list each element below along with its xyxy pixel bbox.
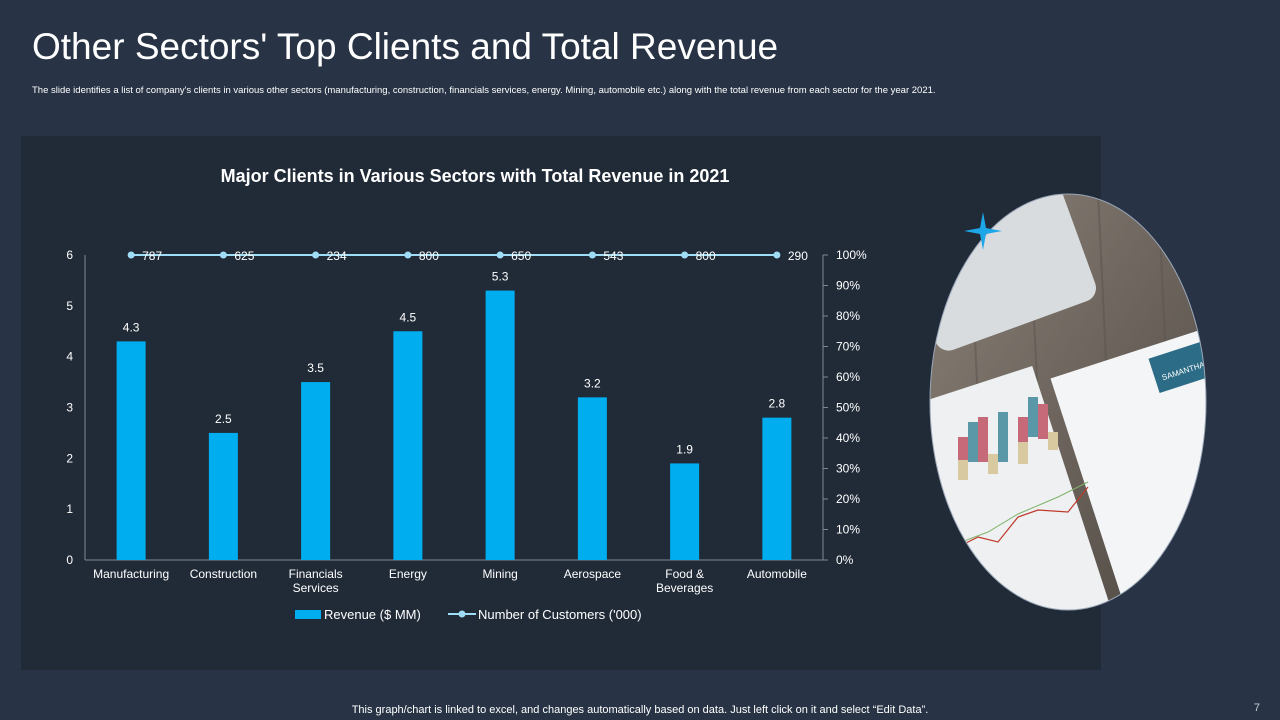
y2-tick-label: 70% xyxy=(836,340,860,354)
page-title: Other Sectors' Top Clients and Total Rev… xyxy=(32,26,779,67)
customers-point xyxy=(127,251,135,259)
legend-revenue-swatch xyxy=(295,610,321,619)
chart-panel xyxy=(21,136,1101,670)
customers-value-label: 650 xyxy=(511,249,531,263)
y2-tick-label: 90% xyxy=(836,279,860,293)
footer-note: This graph/chart is linked to excel, and… xyxy=(351,704,929,716)
y2-tick-label: 20% xyxy=(836,492,860,506)
category-label: Beverages xyxy=(656,581,713,595)
y2-tick-label: 50% xyxy=(836,401,860,415)
bar-value-label: 2.8 xyxy=(769,397,786,411)
y-tick-label: 6 xyxy=(66,248,73,262)
bar-value-label: 3.5 xyxy=(307,361,324,375)
revenue-bar xyxy=(393,331,423,560)
y2-tick-label: 40% xyxy=(836,431,860,445)
y2-tick-label: 60% xyxy=(836,370,860,384)
customers-value-label: 234 xyxy=(327,249,347,263)
revenue-bar xyxy=(762,417,792,560)
y2-tick-label: 80% xyxy=(836,309,860,323)
y-tick-label: 0 xyxy=(66,553,73,567)
customers-value-label: 290 xyxy=(788,249,808,263)
revenue-bar xyxy=(577,397,607,560)
revenue-bar xyxy=(208,432,238,560)
category-label: Mining xyxy=(482,567,517,581)
legend-revenue-label: Revenue ($ MM) xyxy=(324,607,421,622)
legend-customers-label: Number of Customers ('000) xyxy=(478,607,642,622)
revenue-bar xyxy=(485,290,515,560)
revenue-bar xyxy=(116,341,146,560)
customers-value-label: 800 xyxy=(696,249,716,263)
y-tick-label: 1 xyxy=(66,502,73,516)
customers-point xyxy=(773,251,781,259)
customers-value-label: 787 xyxy=(142,249,162,263)
customers-point xyxy=(404,251,412,259)
customers-value-label: 543 xyxy=(603,249,623,263)
customers-value-label: 625 xyxy=(234,249,254,263)
bar-value-label: 4.3 xyxy=(123,320,140,334)
y2-tick-label: 10% xyxy=(836,523,860,537)
y2-tick-label: 30% xyxy=(836,462,860,476)
customers-point xyxy=(681,251,689,259)
customers-point xyxy=(496,251,504,259)
category-label: Manufacturing xyxy=(93,567,169,581)
category-label: Energy xyxy=(389,567,427,581)
y-tick-label: 4 xyxy=(66,350,73,364)
chart-title: Major Clients in Various Sectors with To… xyxy=(220,166,730,186)
category-label: Aerospace xyxy=(564,567,622,581)
category-label: Automobile xyxy=(747,567,807,581)
category-label: Food & xyxy=(665,567,704,581)
customers-value-label: 800 xyxy=(419,249,439,263)
category-label: Construction xyxy=(190,567,257,581)
bar-value-label: 3.2 xyxy=(584,376,601,390)
page-number: 7 xyxy=(1253,702,1260,714)
customers-point xyxy=(312,251,320,259)
category-label: Financials xyxy=(289,567,343,581)
desk-photo: SAMANTHA BLACK xyxy=(928,192,1208,612)
y-tick-label: 2 xyxy=(66,451,73,465)
bar-value-label: 2.5 xyxy=(215,412,232,426)
category-label: Services xyxy=(293,581,339,595)
bar-value-label: 5.3 xyxy=(492,270,509,284)
customers-point xyxy=(588,251,596,259)
sparkle-star-icon xyxy=(964,212,1002,250)
bar-value-label: 4.5 xyxy=(400,310,417,324)
legend-customers-marker xyxy=(458,610,466,618)
y2-tick-label: 100% xyxy=(836,248,867,262)
y-tick-label: 3 xyxy=(66,401,73,415)
bar-value-label: 1.9 xyxy=(676,442,693,456)
y-tick-label: 5 xyxy=(66,299,73,313)
revenue-bar xyxy=(670,463,700,560)
y2-tick-label: 0% xyxy=(836,553,854,567)
revenue-bar xyxy=(301,382,331,560)
customers-point xyxy=(219,251,227,259)
page-subtitle: The slide identifies a list of company's… xyxy=(32,85,936,96)
